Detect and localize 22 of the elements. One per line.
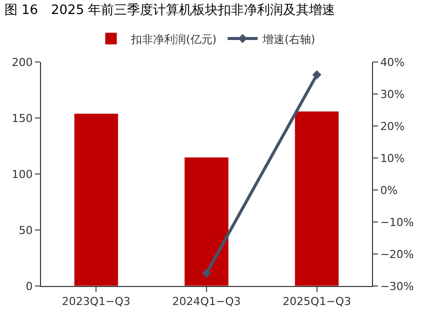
- legend-label: 增速(右轴): [262, 32, 316, 46]
- x-tick-label: 2023Q1−Q3: [62, 295, 130, 308]
- y-tick-label: 150: [12, 112, 33, 125]
- y-tick-label: 50: [18, 224, 33, 237]
- bar: [184, 156, 229, 286]
- bar: [294, 111, 340, 286]
- y2-tick-label: −30%: [380, 280, 414, 293]
- y-tick-label: 0: [26, 280, 33, 293]
- y-tick-label: 200: [12, 56, 33, 69]
- chart-title: 图 16 2025 年前三季度计算机板块扣非净利润及其增速: [4, 2, 336, 18]
- y2-tick-label: −10%: [380, 216, 414, 229]
- y2-tick-label: 0%: [380, 184, 398, 197]
- x-tick-label: 2024Q1−Q3: [172, 295, 241, 308]
- y2-tick-label: 20%: [380, 120, 405, 133]
- y2-tick-label: 40%: [380, 56, 405, 69]
- y-tick-label: 100: [12, 168, 33, 181]
- y2-tick-label: 10%: [380, 152, 405, 165]
- legend-label: 扣非净利润(亿元): [130, 32, 217, 46]
- x-tick-label: 2025Q1−Q3: [282, 295, 352, 308]
- y2-tick-label: −20%: [380, 248, 414, 261]
- y2-tick-label: 30%: [380, 88, 405, 101]
- bar: [74, 113, 118, 286]
